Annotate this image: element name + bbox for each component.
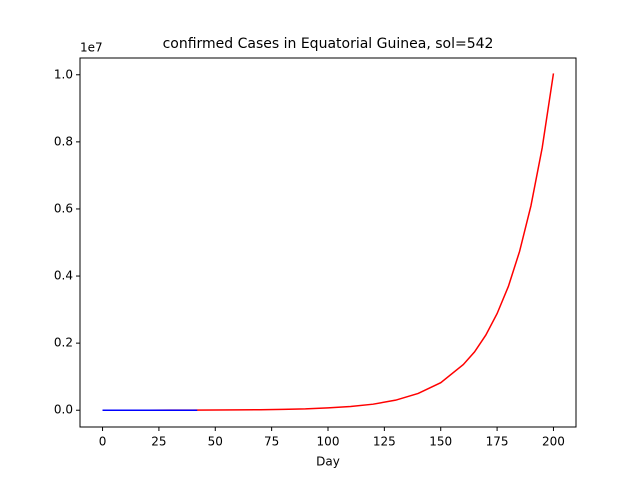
plot-frame [79, 57, 577, 428]
x-tick-label: 75 [264, 435, 279, 449]
y-tick-label: 0.8 [54, 134, 73, 148]
x-tick-label: 0 [99, 435, 107, 449]
x-tick-label: 125 [373, 435, 396, 449]
series-line [102, 73, 555, 411]
y-offset-label: 1e7 [80, 41, 103, 55]
y-tick-label: 0.4 [54, 269, 73, 283]
y-tick-label: 1.0 [54, 67, 73, 81]
y-tick-label: 0.0 [54, 403, 73, 417]
x-tick-label: 200 [542, 435, 565, 449]
y-tick-label: 0.6 [54, 201, 73, 215]
x-tick-label: 175 [486, 435, 509, 449]
x-tick-label: 50 [208, 435, 223, 449]
x-axis-label: Day [316, 455, 340, 469]
x-tick-label: 100 [317, 435, 340, 449]
chart-title: confirmed Cases in Equatorial Guinea, so… [163, 36, 494, 52]
x-tick-label: 150 [429, 435, 452, 449]
y-tick-label: 0.2 [54, 336, 73, 350]
x-tick-label: 25 [151, 435, 166, 449]
